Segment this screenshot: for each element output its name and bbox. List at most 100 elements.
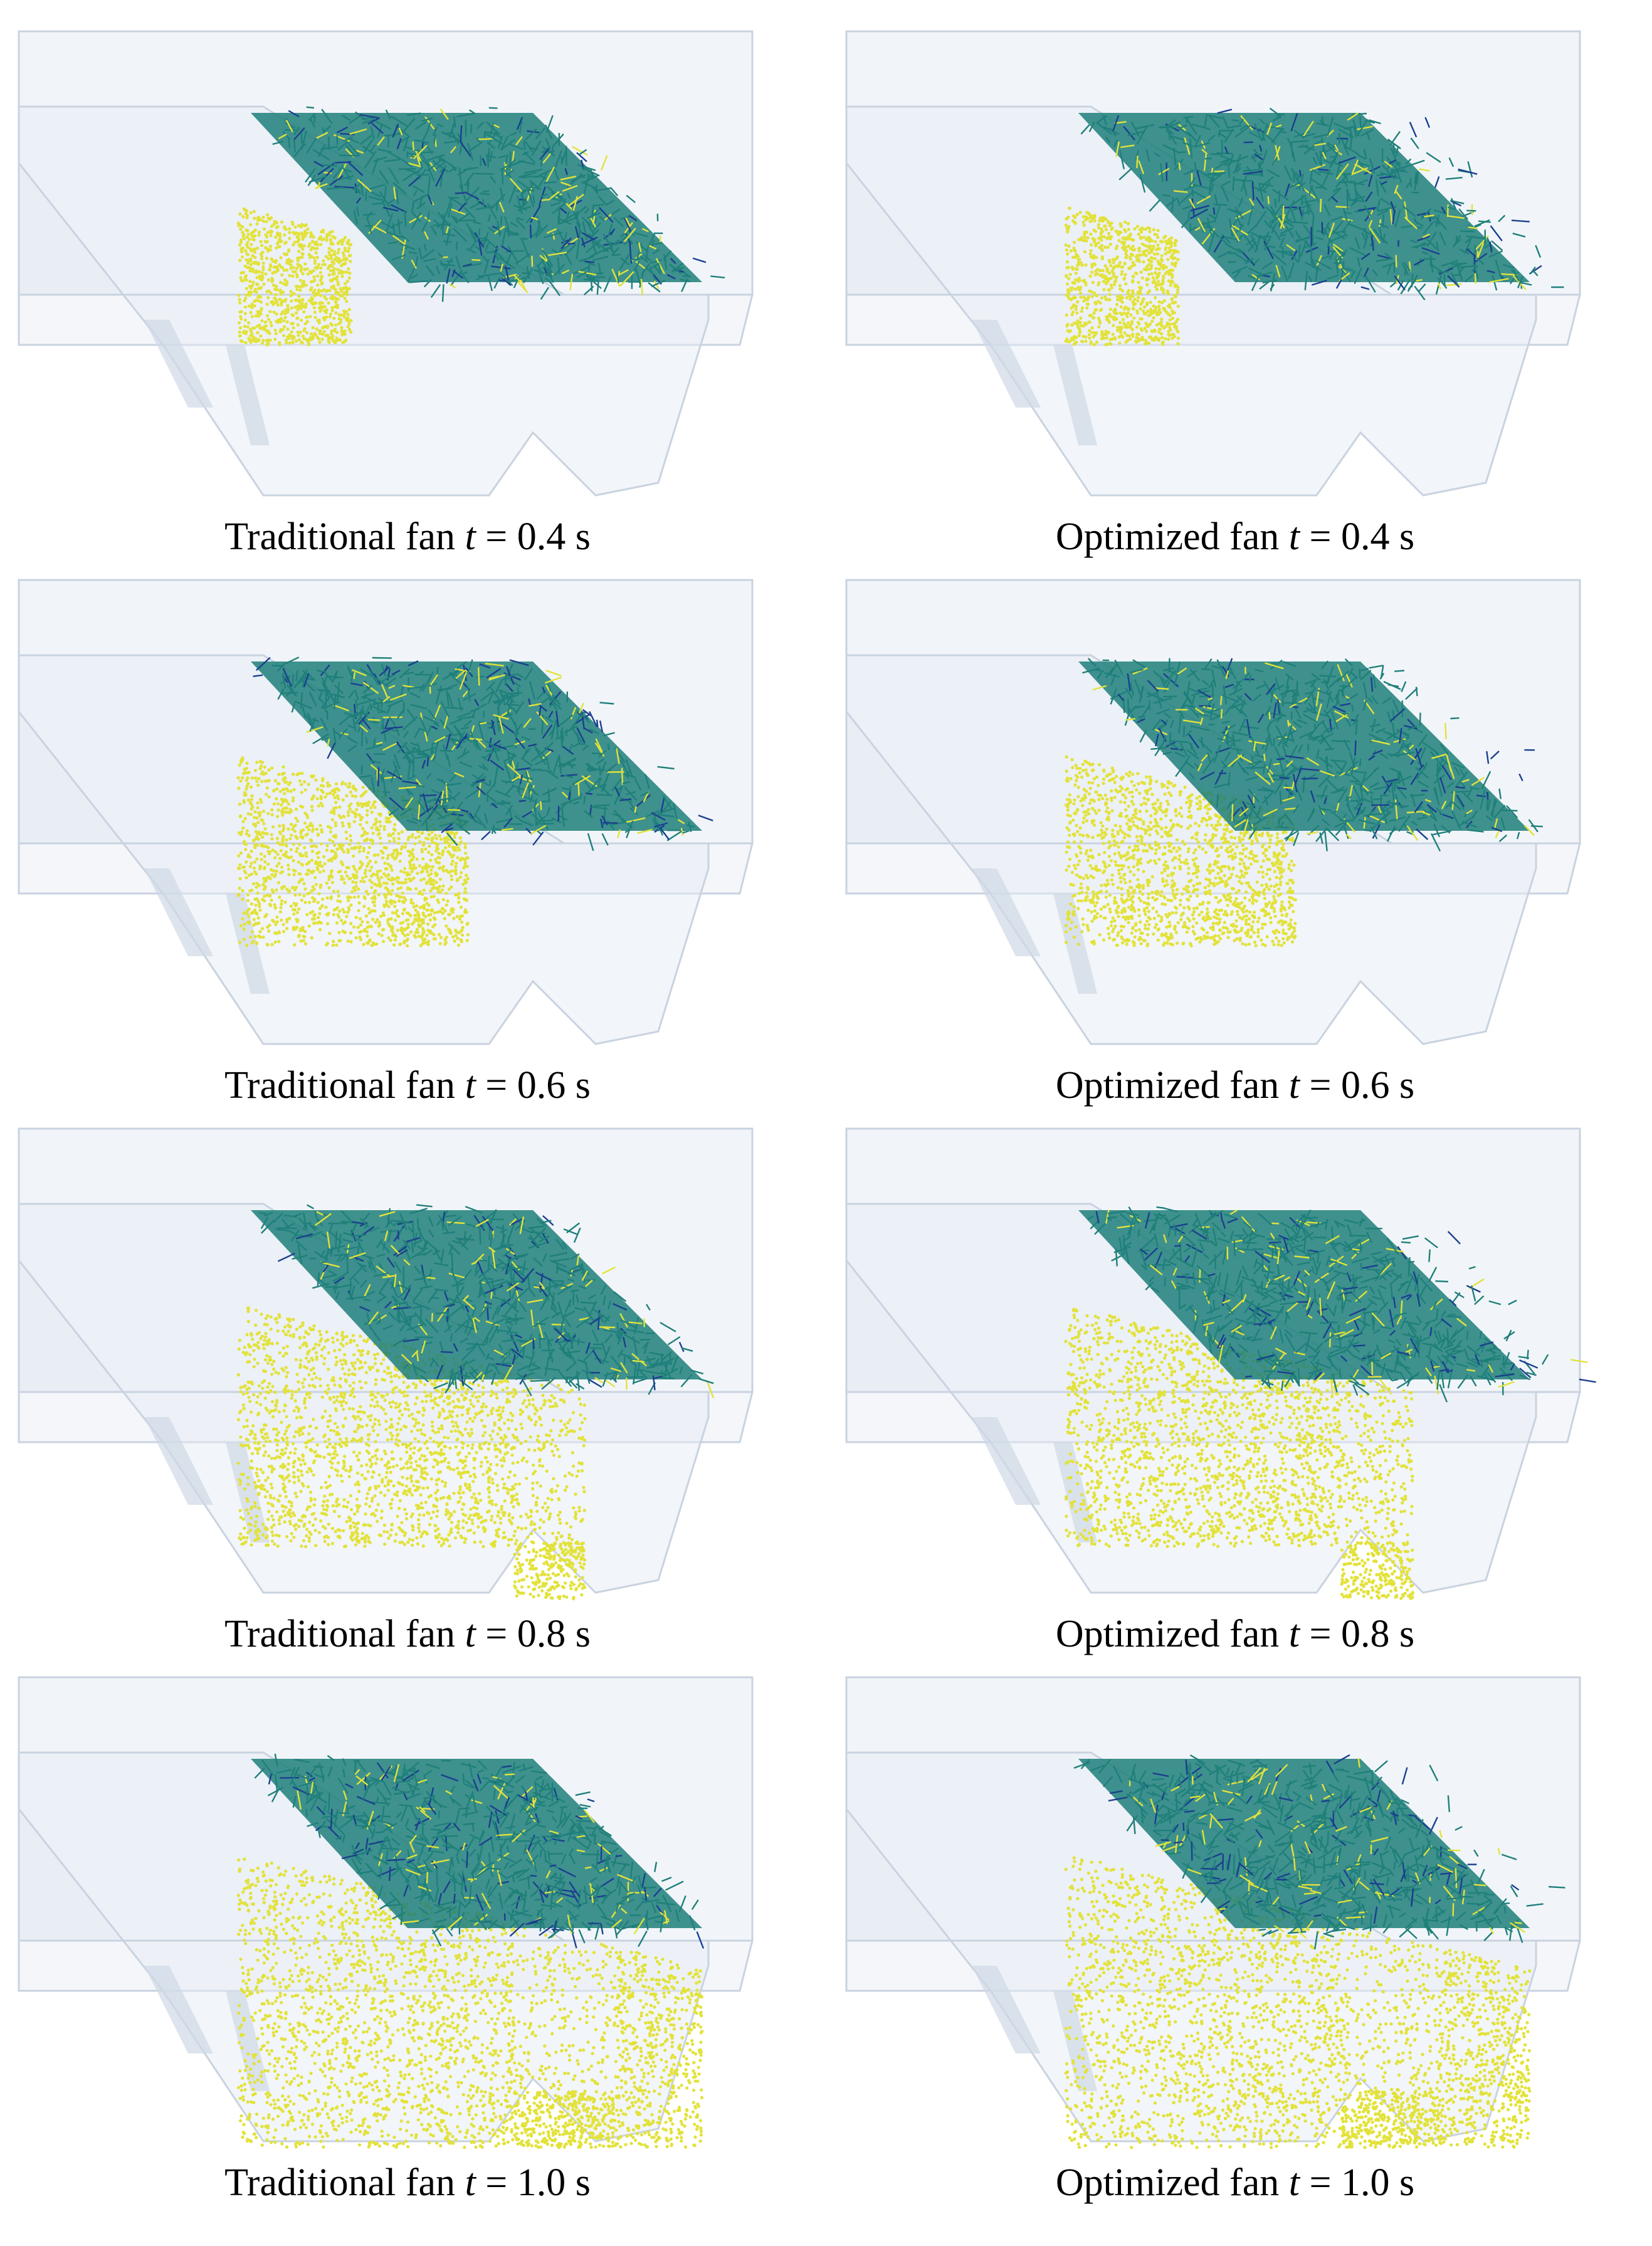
grain-particle [280,303,283,307]
grain-particle [342,257,346,261]
grain-particle [282,885,286,888]
grain-particle [345,300,349,303]
grain-particle [282,930,286,934]
grain-particle [444,846,448,850]
grain-particle [359,802,363,806]
grain-particle [376,918,379,922]
grain-particle [1126,311,1130,315]
grain-particle [312,899,316,903]
grain-particle [279,256,283,260]
straw-particle [1500,273,1518,276]
grain-particle [318,293,323,297]
grain-particle [1081,279,1085,283]
straw-particle [1189,198,1196,209]
straw-particle [528,790,530,798]
grain-particle [246,909,250,912]
straw-particle [517,180,534,193]
grain-particle [346,899,350,902]
grain-particle [245,767,248,771]
straw-particle [392,235,406,246]
grain-particle [421,911,425,915]
grain-particle [1073,287,1077,291]
grain-particle [399,869,403,873]
grain-particle [274,293,278,297]
straw-particle [1447,215,1465,219]
straw-particle [1331,196,1339,203]
straw-particle [552,756,560,776]
grain-particle [1129,297,1132,301]
grain-particle [1124,245,1128,250]
grain-particle [1148,322,1152,326]
straw-particle [1273,114,1281,122]
straw-particle [1187,131,1197,142]
straw-particle [1315,236,1323,241]
straw-particle [475,137,481,144]
grain-particle [391,911,395,915]
straw-particle [1446,283,1462,287]
grain-particle [347,785,351,789]
grain-particle [428,918,433,922]
straw-particle [560,150,567,164]
grain-particle [304,223,308,227]
straw-particle [592,209,599,216]
grain-particle [352,811,356,815]
grain-particle [309,332,313,336]
straw-particle [599,215,605,221]
grain-particle [245,912,249,915]
straw-particle [359,668,372,677]
grain-particle [336,913,340,917]
grain-particle [246,261,250,265]
grain-particle [1108,298,1112,302]
straw-particle [1218,250,1232,258]
straw-particle [1347,181,1365,186]
grain-particle [1112,324,1115,327]
grain-particle [377,878,381,882]
simulation-image [845,30,1581,497]
straw-particle [377,135,386,146]
grain-particle [297,334,300,337]
grain-particle [250,798,253,801]
grain-particle [409,898,413,902]
straw-particle [345,144,355,156]
grain-particle [1067,277,1071,280]
grain-particle [347,813,350,818]
grain-particle [381,856,385,860]
grain-particle [243,278,247,282]
grain-particle [250,930,254,934]
grain-particle [414,936,418,939]
grain-particle [347,276,351,280]
grain-particle [338,239,342,243]
grain-particle [255,779,259,783]
grain-particle [277,772,281,776]
straw-particle [523,139,534,152]
grain-particle [260,761,265,764]
grain-particle [1143,327,1147,330]
grain-particle [301,272,305,276]
grain-particle [335,847,339,851]
grain-particle [1153,252,1157,256]
grain-particle [332,809,336,813]
grain-particle [1147,251,1151,255]
grain-particle [387,840,392,843]
grain-particle [461,882,465,886]
grain-particle [1160,324,1164,327]
grain-particle [1160,258,1164,262]
straw-particle [1238,119,1244,125]
grain-particle [254,837,258,841]
straw-particle [1360,286,1370,290]
grain-particle [292,314,295,317]
grain-particle [348,782,352,786]
grain-particle [331,840,335,843]
grain-particle [305,315,308,319]
grain-particle [251,882,256,886]
grain-particle [285,838,288,842]
grain-particle [337,814,341,818]
grain-particle [293,240,297,244]
grain-particle [415,927,419,931]
grain-particle [302,337,306,340]
grain-particle [1107,319,1110,322]
grain-particle [466,856,470,860]
grain-particle [334,323,338,327]
straw-particle [427,194,433,205]
straw-particle [409,214,423,224]
